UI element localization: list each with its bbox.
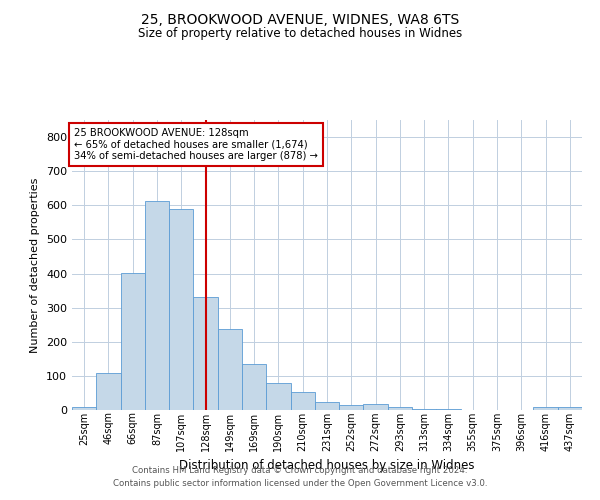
Bar xyxy=(145,200,169,410)
Bar xyxy=(121,272,145,410)
Bar xyxy=(169,208,193,410)
Bar xyxy=(218,329,242,410)
Bar xyxy=(558,406,582,410)
Text: Size of property relative to detached houses in Widnes: Size of property relative to detached ho… xyxy=(138,28,462,40)
Text: 25 BROOKWOOD AVENUE: 128sqm
← 65% of detached houses are smaller (1,674)
34% of : 25 BROOKWOOD AVENUE: 128sqm ← 65% of det… xyxy=(74,128,319,160)
Bar xyxy=(388,408,412,410)
Bar xyxy=(266,383,290,410)
Bar xyxy=(193,298,218,410)
Bar xyxy=(96,374,121,410)
Bar xyxy=(339,404,364,410)
Bar xyxy=(364,404,388,410)
Bar xyxy=(315,402,339,410)
Bar xyxy=(72,408,96,410)
Bar xyxy=(412,408,436,410)
Text: 25, BROOKWOOD AVENUE, WIDNES, WA8 6TS: 25, BROOKWOOD AVENUE, WIDNES, WA8 6TS xyxy=(141,12,459,26)
X-axis label: Distribution of detached houses by size in Widnes: Distribution of detached houses by size … xyxy=(179,459,475,472)
Bar xyxy=(290,392,315,410)
Bar xyxy=(242,364,266,410)
Text: Contains HM Land Registry data © Crown copyright and database right 2024.
Contai: Contains HM Land Registry data © Crown c… xyxy=(113,466,487,487)
Bar xyxy=(533,408,558,410)
Y-axis label: Number of detached properties: Number of detached properties xyxy=(31,178,40,352)
